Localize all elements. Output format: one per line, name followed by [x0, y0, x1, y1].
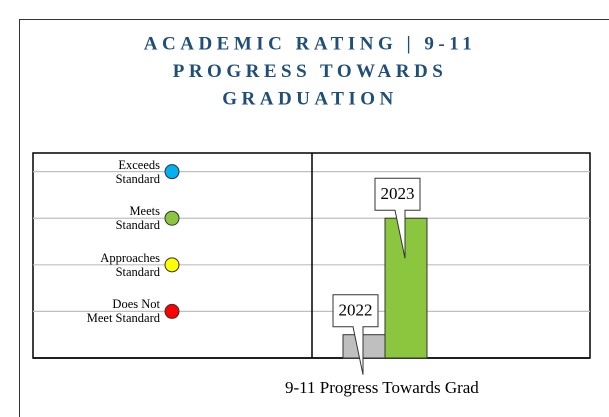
caption: 9-11 Progress Towards Grad	[285, 378, 479, 397]
frame	[19, 19, 609, 417]
level-dot	[164, 303, 180, 319]
callout	[374, 177, 421, 259]
chart-title: ACADEMIC RATING | 9-11	[144, 33, 476, 54]
level-dot	[164, 210, 180, 226]
bar	[384, 217, 428, 359]
y-tick-label: Exceeds Standard	[115, 157, 160, 186]
y-tick-label: Approaches Standard	[100, 250, 160, 279]
level-dot	[164, 164, 180, 180]
bar-label: 2022	[339, 301, 373, 320]
chart-title: GRADUATION	[222, 88, 398, 109]
y-tick-label: Meets Standard	[115, 204, 160, 233]
level-dot	[164, 257, 180, 273]
chart-title: PROGRESS TOWARDS	[173, 61, 448, 82]
y-tick-label: Does Not Meet Standard	[86, 297, 160, 326]
bar-label: 2023	[381, 184, 415, 203]
bar	[342, 334, 386, 359]
callout	[332, 294, 379, 375]
